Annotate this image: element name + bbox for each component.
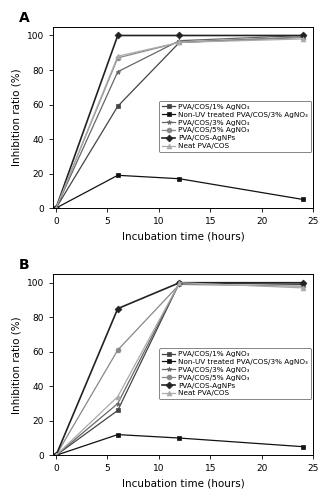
- PVA/COS-AgNPs: [54, 205, 58, 211]
- Line: PVA/COS/1% AgNO₃: PVA/COS/1% AgNO₃: [53, 280, 305, 458]
- X-axis label: Incubation time (hours): Incubation time (hours): [122, 479, 245, 489]
- Y-axis label: Inhibition ratio (%): Inhibition ratio (%): [11, 316, 21, 414]
- PVA/COS/1% AgNO₃: [116, 408, 120, 414]
- PVA/COS/1% AgNO₃: [54, 205, 58, 211]
- Non-UV treated PVA/COS/3% AgNO₃: [116, 172, 120, 178]
- Line: Non-UV treated PVA/COS/3% AgNO₃: Non-UV treated PVA/COS/3% AgNO₃: [53, 432, 305, 458]
- PVA/COS/5% AgNO₃: [301, 34, 305, 40]
- Line: PVA/COS/3% AgNO₃: PVA/COS/3% AgNO₃: [53, 33, 305, 210]
- Non-UV treated PVA/COS/3% AgNO₃: [54, 205, 58, 211]
- Neat PVA/COS: [178, 280, 182, 285]
- PVA/COS/1% AgNO₃: [301, 34, 305, 40]
- Y-axis label: Inhibition ratio (%): Inhibition ratio (%): [11, 68, 21, 166]
- Neat PVA/COS: [301, 285, 305, 291]
- PVA/COS/5% AgNO₃: [116, 55, 120, 61]
- Text: A: A: [19, 11, 30, 25]
- Non-UV treated PVA/COS/3% AgNO₃: [178, 176, 182, 182]
- X-axis label: Incubation time (hours): Incubation time (hours): [122, 232, 245, 241]
- PVA/COS/5% AgNO₃: [54, 452, 58, 458]
- PVA/COS/1% AgNO₃: [301, 282, 305, 288]
- Line: PVA/COS-AgNPs: PVA/COS-AgNPs: [53, 280, 305, 458]
- Neat PVA/COS: [116, 394, 120, 400]
- PVA/COS/5% AgNO₃: [178, 40, 182, 46]
- Non-UV treated PVA/COS/3% AgNO₃: [301, 196, 305, 202]
- PVA/COS/3% AgNO₃: [54, 205, 58, 211]
- PVA/COS-AgNPs: [116, 32, 120, 38]
- PVA/COS-AgNPs: [116, 306, 120, 312]
- Legend: PVA/COS/1% AgNO₃, Non-UV treated PVA/COS/3% AgNO₃, PVA/COS/3% AgNO₃, PVA/COS/5% : PVA/COS/1% AgNO₃, Non-UV treated PVA/COS…: [159, 348, 311, 400]
- PVA/COS/1% AgNO₃: [178, 40, 182, 46]
- PVA/COS/3% AgNO₃: [116, 400, 120, 406]
- Neat PVA/COS: [178, 40, 182, 46]
- Line: Neat PVA/COS: Neat PVA/COS: [53, 36, 305, 210]
- Line: PVA/COS/5% AgNO₃: PVA/COS/5% AgNO₃: [53, 35, 305, 210]
- Non-UV treated PVA/COS/3% AgNO₃: [116, 432, 120, 438]
- PVA/COS/3% AgNO₃: [178, 280, 182, 285]
- Neat PVA/COS: [116, 53, 120, 59]
- Neat PVA/COS: [54, 452, 58, 458]
- PVA/COS/3% AgNO₃: [54, 452, 58, 458]
- PVA/COS-AgNPs: [301, 32, 305, 38]
- PVA/COS/1% AgNO₃: [178, 280, 182, 285]
- Line: PVA/COS-AgNPs: PVA/COS-AgNPs: [53, 33, 305, 210]
- Line: PVA/COS/1% AgNO₃: PVA/COS/1% AgNO₃: [53, 35, 305, 210]
- PVA/COS/1% AgNO₃: [116, 104, 120, 110]
- Legend: PVA/COS/1% AgNO₃, Non-UV treated PVA/COS/3% AgNO₃, PVA/COS/3% AgNO₃, PVA/COS/5% : PVA/COS/1% AgNO₃, Non-UV treated PVA/COS…: [159, 101, 311, 152]
- Line: PVA/COS/5% AgNO₃: PVA/COS/5% AgNO₃: [53, 282, 305, 458]
- PVA/COS/3% AgNO₃: [178, 38, 182, 44]
- Non-UV treated PVA/COS/3% AgNO₃: [301, 444, 305, 450]
- PVA/COS/1% AgNO₃: [54, 452, 58, 458]
- Neat PVA/COS: [54, 205, 58, 211]
- Neat PVA/COS: [301, 36, 305, 42]
- PVA/COS/3% AgNO₃: [116, 68, 120, 74]
- Non-UV treated PVA/COS/3% AgNO₃: [178, 435, 182, 441]
- Line: PVA/COS/3% AgNO₃: PVA/COS/3% AgNO₃: [53, 280, 305, 458]
- PVA/COS-AgNPs: [54, 452, 58, 458]
- PVA/COS/3% AgNO₃: [301, 32, 305, 38]
- PVA/COS/5% AgNO₃: [301, 283, 305, 289]
- PVA/COS-AgNPs: [178, 280, 182, 285]
- Line: Neat PVA/COS: Neat PVA/COS: [53, 280, 305, 458]
- PVA/COS/5% AgNO₃: [54, 205, 58, 211]
- PVA/COS-AgNPs: [301, 280, 305, 285]
- Text: B: B: [19, 258, 30, 272]
- PVA/COS/3% AgNO₃: [301, 280, 305, 285]
- Line: Non-UV treated PVA/COS/3% AgNO₃: Non-UV treated PVA/COS/3% AgNO₃: [53, 173, 305, 210]
- PVA/COS/5% AgNO₃: [116, 347, 120, 353]
- PVA/COS/5% AgNO₃: [178, 282, 182, 288]
- PVA/COS-AgNPs: [178, 32, 182, 38]
- Non-UV treated PVA/COS/3% AgNO₃: [54, 452, 58, 458]
